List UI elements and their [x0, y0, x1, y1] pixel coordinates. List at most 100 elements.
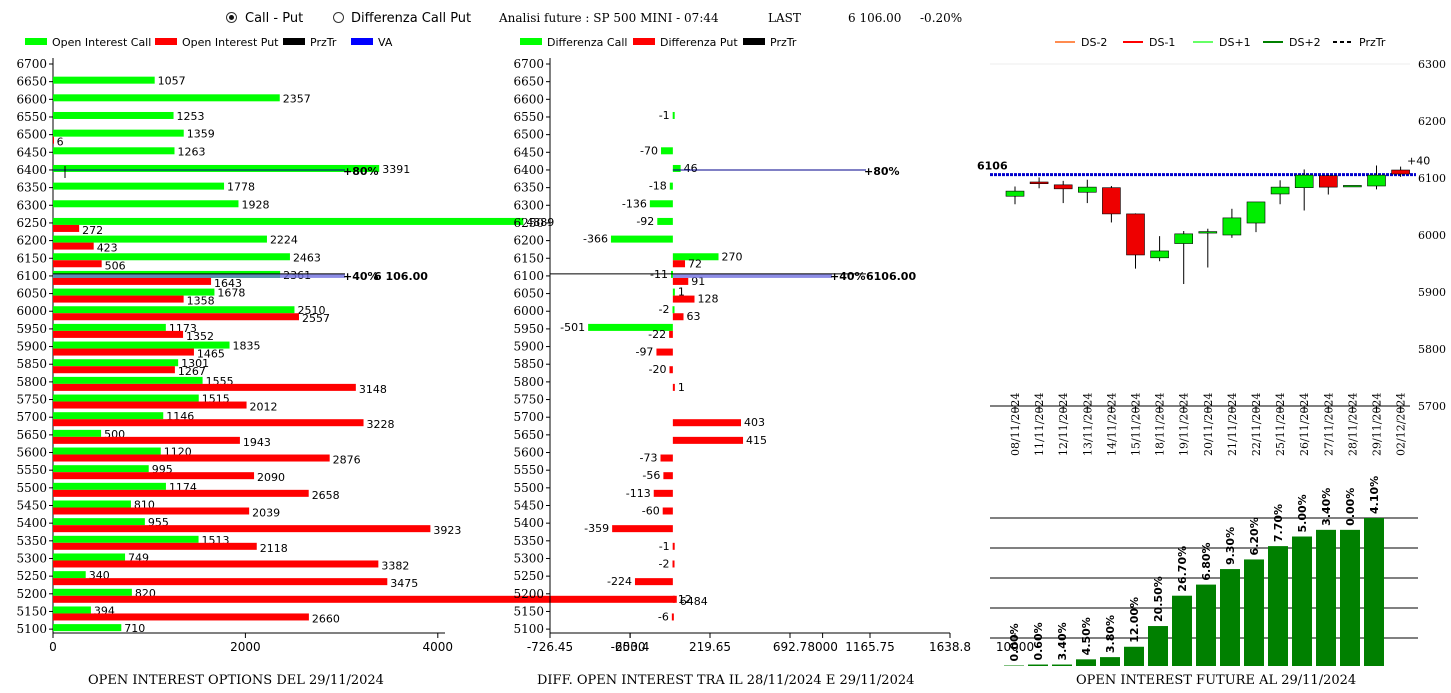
candle-y-tick-label: 6200	[1418, 115, 1446, 128]
call-oi-label: 1301	[181, 357, 209, 370]
candle-x-tick-label: 08/11/2024	[1009, 393, 1022, 456]
mid-x-tick-label: -726.45	[527, 640, 573, 654]
diff-put-bar-label: 63	[687, 310, 701, 323]
left-legend-swatch	[155, 38, 177, 45]
candle-body	[1319, 175, 1338, 188]
diff-put-bar	[656, 348, 673, 356]
left-y-tick-label: 5450	[16, 499, 47, 513]
left-x-tick-label: 0	[49, 640, 57, 654]
left-legend-swatch	[25, 38, 47, 45]
put-oi-label: 3382	[381, 559, 409, 572]
left-y-tick-label: 6000	[16, 304, 47, 318]
diff-call-bar	[672, 306, 675, 314]
call-oi-bar	[53, 500, 131, 508]
left-80pct-label: +80%	[343, 165, 379, 178]
future-oi-bar	[1292, 536, 1312, 666]
mid-y-tick-label: 6500	[513, 128, 544, 142]
mid-y-tick-label: 6550	[513, 110, 544, 124]
diff-put-bar-label: -73	[640, 452, 658, 465]
mid-y-tick-label: 6650	[513, 75, 544, 89]
left-legend-label: Open Interest Put	[182, 36, 279, 49]
left-legend-swatch	[283, 38, 305, 45]
put-oi-bar	[53, 366, 175, 374]
future-oi-bar	[1268, 546, 1288, 666]
radio-call-put-label[interactable]: Call - Put	[245, 11, 304, 26]
call-oi-bar	[53, 182, 225, 190]
left-legend-swatch	[351, 38, 373, 45]
diff-put-bar	[662, 507, 673, 515]
diff-call-bar	[649, 200, 673, 208]
mid-va-band	[672, 273, 832, 278]
future-oi-label: 0.00%	[1008, 623, 1021, 661]
left-y-tick-label: 5650	[16, 428, 47, 442]
left-40pct-label: +40%	[343, 270, 379, 283]
future-oi-bar	[1196, 584, 1216, 666]
future-oi-label: 6.80%	[1200, 542, 1213, 580]
call-oi-bar	[53, 606, 91, 614]
radio-differenza-label[interactable]: Differenza Call Put	[351, 11, 472, 26]
left-y-tick-label: 5750	[16, 393, 47, 407]
call-oi-label: 2510	[297, 304, 325, 317]
left-y-tick-label: 5600	[16, 446, 47, 460]
candle-body	[1102, 187, 1121, 215]
footer-open-interest-future: OPEN INTEREST FUTURE AL 29/11/2024	[1076, 673, 1357, 688]
diff-put-bar	[669, 366, 673, 374]
put-oi-label: 506	[105, 259, 126, 272]
diff-put-bar-label: -22	[648, 328, 666, 341]
put-oi-label: 3475	[390, 577, 418, 590]
future-oi-bar	[1100, 657, 1120, 666]
diff-call-bar	[672, 288, 675, 296]
radio-differenza[interactable]	[333, 12, 344, 23]
call-oi-label: 1928	[241, 198, 269, 211]
last-label: LAST	[768, 11, 801, 25]
call-oi-label: 1778	[227, 181, 255, 194]
mid-y-tick-label: 6350	[513, 181, 544, 195]
left-y-tick-label: 5550	[16, 463, 47, 477]
call-oi-bar	[53, 518, 145, 526]
mid-y-tick-label: 6450	[513, 145, 544, 159]
candle-body	[1029, 181, 1049, 185]
candle-price-label: 6106	[977, 160, 1008, 173]
mid-x-tick-label: -253.4	[611, 640, 650, 654]
put-oi-label: 3148	[359, 383, 387, 396]
left-y-tick-label: 6100	[16, 269, 47, 283]
diff-call-bar	[657, 217, 673, 225]
left-y-tick-label: 6350	[16, 181, 47, 195]
candle-body	[1078, 186, 1097, 193]
diff-call-bar-label: -18	[649, 180, 667, 193]
left-x-tick-label: 6000	[615, 640, 646, 654]
diff-put-bar-label: 1	[678, 381, 685, 394]
put-oi-bar	[53, 348, 194, 356]
candle-body	[1005, 190, 1025, 197]
call-oi-bar	[53, 76, 155, 84]
call-oi-bar	[53, 571, 86, 579]
diff-call-bar-label: -1	[659, 109, 670, 122]
mid-y-tick-label: 5350	[513, 534, 544, 548]
diff-put-bar	[672, 542, 675, 550]
put-oi-bar	[53, 436, 240, 444]
candle-body	[1246, 201, 1266, 224]
put-oi-label: 1358	[187, 295, 215, 308]
mid-x-tick-label: 219.65	[689, 640, 731, 654]
put-oi-bar	[53, 277, 212, 285]
candle-body	[1053, 184, 1073, 190]
put-oi-label: 6	[57, 136, 64, 149]
call-oi-bar	[53, 429, 102, 437]
candle-body	[1270, 186, 1290, 195]
candle-y-tick-label: 6100	[1418, 172, 1446, 185]
put-oi-bar	[53, 454, 330, 462]
put-oi-bar	[53, 595, 677, 603]
call-oi-label: 2463	[293, 251, 321, 264]
candle-x-tick-label: 14/11/2024	[1105, 393, 1118, 456]
mid-y-tick-label: 6400	[513, 163, 544, 177]
mid-y-tick-label: 5200	[513, 587, 544, 601]
candle-x-tick-label: 20/11/2024	[1202, 393, 1215, 456]
radio-call-put[interactable]	[226, 12, 237, 23]
put-oi-label: 2658	[312, 489, 340, 502]
future-oi-label: 9.30%	[1224, 527, 1237, 565]
put-oi-bar	[53, 330, 184, 338]
left-y-tick-label: 5800	[16, 375, 47, 389]
call-oi-bar	[53, 359, 179, 367]
put-oi-bar	[53, 136, 54, 144]
diff-put-bar-label: -20	[649, 363, 667, 376]
